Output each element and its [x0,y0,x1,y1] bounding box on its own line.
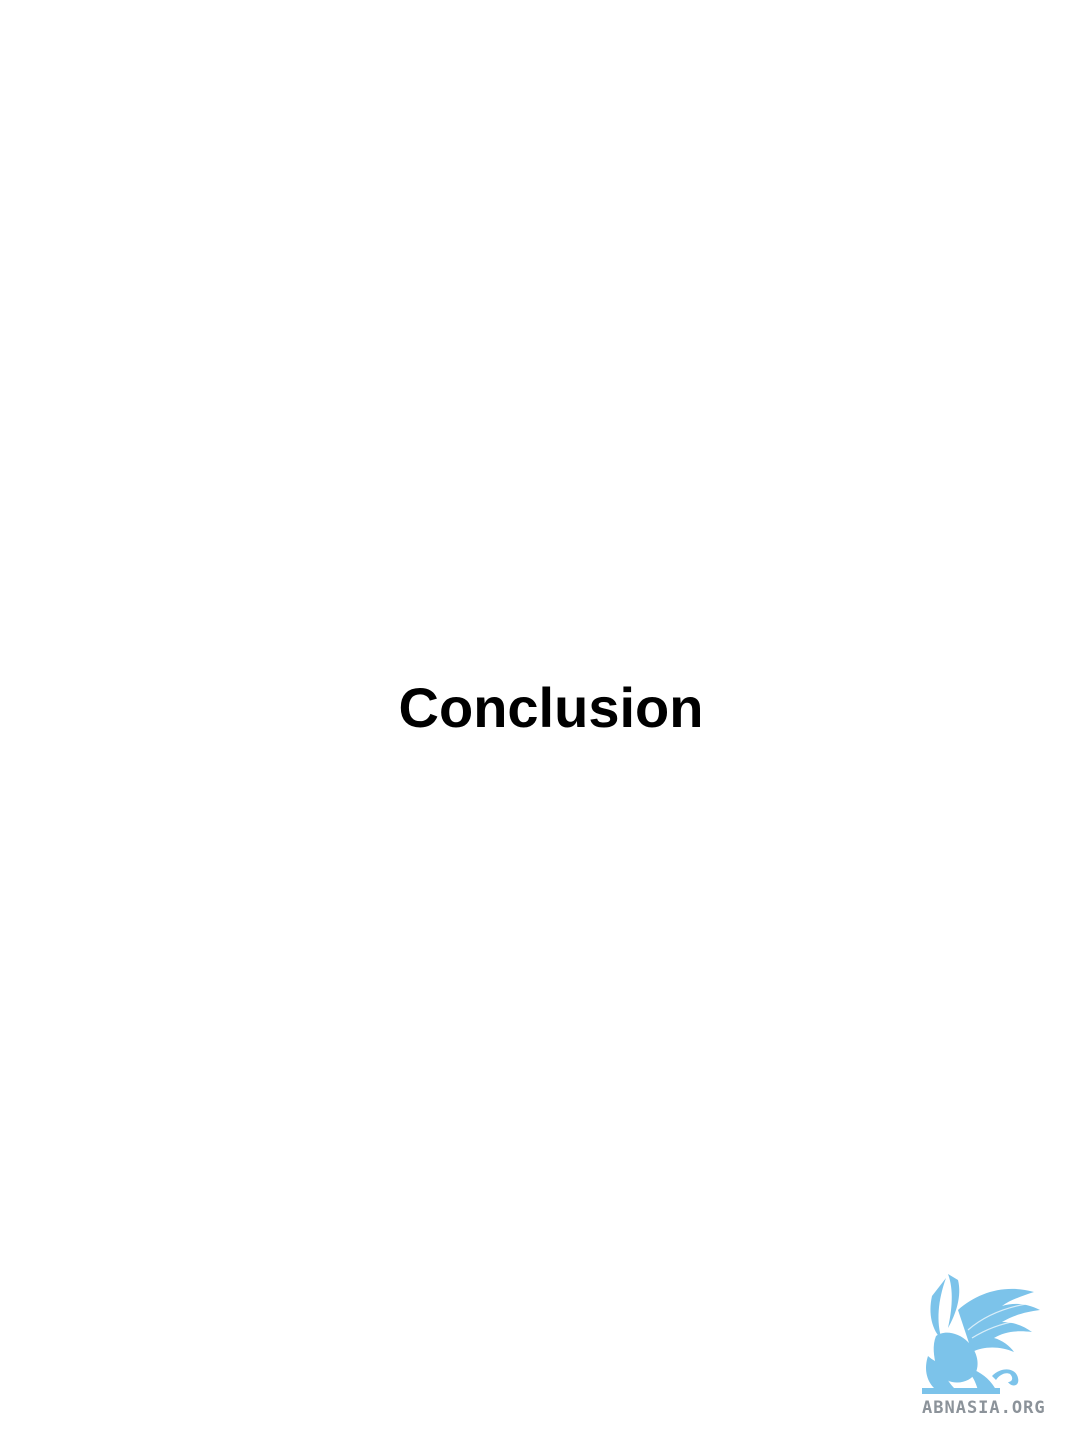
griffin-logo-icon [922,1274,1040,1394]
watermark: ABNASIA.ORG [910,1270,1080,1440]
section-title: Conclusion [398,676,704,739]
watermark-text: ABNASIA.ORG [922,1398,1046,1418]
